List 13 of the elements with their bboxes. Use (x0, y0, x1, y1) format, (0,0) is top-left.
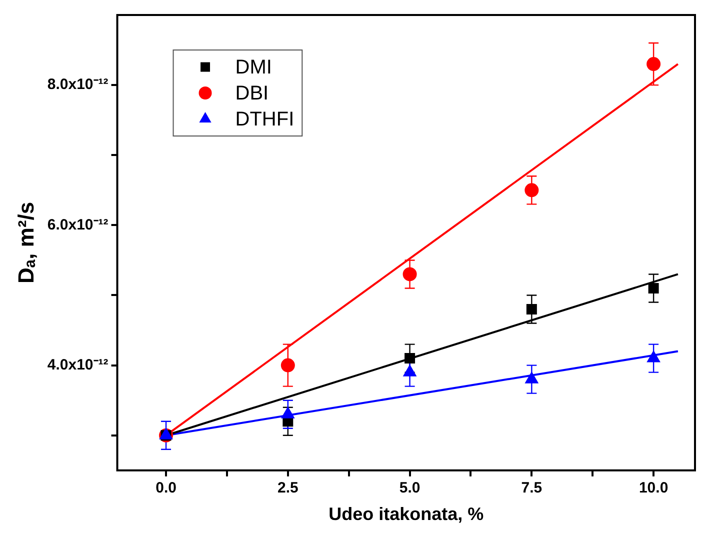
legend-label: DMI (235, 56, 272, 79)
x-tick-label: 7.5 (521, 480, 542, 497)
y-axis-title: Dₐ, m²/s (13, 202, 38, 284)
x-tick-label: 10.0 (638, 480, 668, 497)
x-tick-label: 2.5 (277, 480, 298, 497)
y-tick-label: 8.0x10⁻¹² (47, 76, 108, 94)
y-tick-label: 6.0x10⁻¹² (47, 216, 108, 234)
legend-label: DTHFI (235, 108, 294, 131)
legend-label: DBI (235, 82, 269, 105)
x-tick-label: 0.0 (156, 480, 176, 497)
x-axis-title: Udeo itakonata, % (328, 504, 484, 524)
y-tick-label: 4.0x10⁻¹² (47, 356, 108, 374)
x-tick-label: 5.0 (399, 480, 420, 497)
